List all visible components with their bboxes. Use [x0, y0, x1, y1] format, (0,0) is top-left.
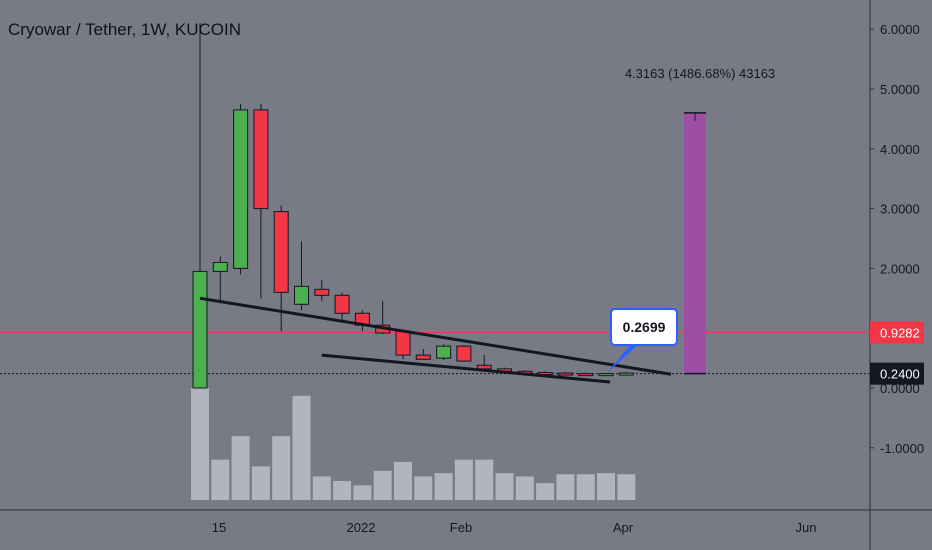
volume-bar — [576, 474, 595, 500]
volume-bar — [292, 395, 311, 500]
candle-body — [334, 294, 350, 314]
callout-box — [610, 308, 678, 346]
volume-bar — [251, 466, 270, 500]
time-tick-label: 2022 — [347, 520, 376, 535]
price-label-box — [870, 362, 924, 385]
time-tick-label: 15 — [212, 520, 226, 535]
price-tick-label: 4.0000 — [880, 142, 920, 157]
measure-bar — [684, 112, 706, 374]
measure-tool: 4.3163 (1486.68%) 43163 0.2699 — [606, 66, 775, 375]
volume-bar — [536, 483, 555, 500]
volume-bar — [475, 459, 494, 500]
time-tick-label: Feb — [450, 520, 472, 535]
volume-bars — [191, 388, 636, 500]
volume-bar — [434, 473, 453, 500]
candle-body — [415, 354, 431, 360]
price-axis: 6.00005.00004.00003.00002.00001.00000.00… — [870, 22, 924, 456]
candle-body — [314, 288, 330, 296]
candle-body — [598, 373, 614, 377]
volume-bar — [353, 485, 372, 500]
candle-body — [557, 372, 573, 376]
candle-body — [456, 345, 472, 362]
volume-bar — [495, 473, 514, 500]
volume-bar — [333, 480, 352, 500]
price-tick-label: 6.0000 — [880, 22, 920, 37]
candles — [192, 23, 634, 389]
price-tick-label: 3.0000 — [880, 202, 920, 217]
volume-bar — [617, 474, 636, 500]
volume-bar — [211, 459, 230, 500]
volume-bar — [597, 473, 615, 500]
candle-body — [578, 373, 594, 377]
candle-body — [253, 109, 269, 210]
volume-bar — [191, 388, 209, 500]
trendlines — [199, 296, 672, 384]
volume-bar — [394, 461, 412, 500]
price-label-text: 0.9282 — [880, 325, 920, 340]
trendline — [321, 353, 611, 384]
candle-body — [273, 211, 289, 293]
price-tick-label: -1.0000 — [880, 441, 924, 456]
candle-body — [618, 372, 634, 376]
volume-bar — [312, 476, 331, 500]
callout-text: 0.2699 — [623, 319, 666, 335]
price-label-box — [870, 321, 924, 344]
candle-body — [192, 270, 208, 389]
callout-pointer — [606, 343, 640, 374]
price-tick-label: 5.0000 — [880, 82, 920, 97]
volume-bar — [272, 436, 291, 500]
candle-body — [436, 345, 452, 359]
volume-bar — [414, 476, 433, 500]
volume-bar — [556, 474, 575, 500]
volume-bar — [373, 470, 392, 500]
chart-title: Cryowar / Tether, 1W, KUCOIN — [8, 20, 242, 39]
candle-body — [395, 330, 411, 356]
price-label-text: 0.2400 — [880, 367, 920, 382]
time-axis: 15 2022 Feb Apr Jun — [212, 520, 817, 535]
candle-body — [233, 109, 249, 269]
price-tick-label: 0.0000 — [880, 381, 920, 396]
volume-bar — [231, 436, 250, 500]
candle-body — [294, 285, 309, 305]
volume-bar — [454, 459, 473, 500]
volume-bar — [515, 476, 534, 500]
trendline — [199, 296, 672, 376]
measure-label: 4.3163 (1486.68%) 43163 — [625, 66, 775, 81]
time-tick-label: Jun — [796, 520, 817, 535]
price-tick-label: 2.0000 — [880, 261, 920, 276]
candle-body — [212, 261, 228, 272]
time-tick-label: Apr — [613, 520, 634, 535]
